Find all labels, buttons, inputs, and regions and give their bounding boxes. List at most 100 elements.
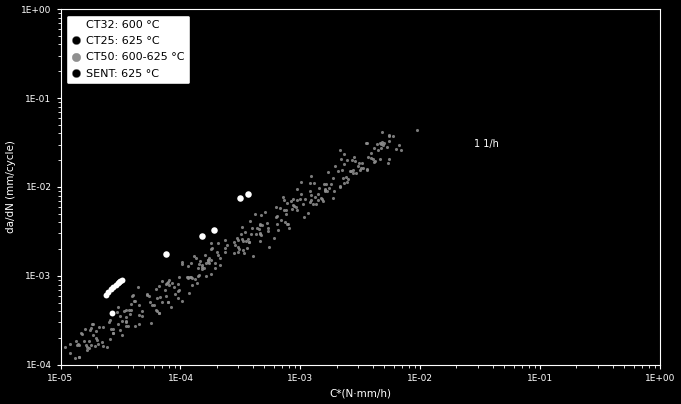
Point [336,167,347,173]
Point [115,278,126,284]
Point [384,133,395,140]
Point [157,299,168,305]
Point [394,141,405,148]
Point [105,326,116,332]
Point [88,332,99,339]
Point [88,321,99,327]
Point [379,140,390,146]
Point [333,168,344,174]
Point [339,180,350,186]
Point [107,329,118,336]
Point [358,165,369,171]
Point [114,327,125,334]
Point [104,317,115,324]
Point [262,228,273,235]
Point [86,321,97,327]
Point [229,239,240,245]
Point [268,234,279,241]
Point [244,238,255,245]
Point [341,157,352,164]
Point [279,197,289,203]
Point [319,186,330,193]
Point [202,257,213,263]
Point [263,224,274,231]
Point [209,259,220,266]
Point [375,145,386,151]
Point [355,165,366,171]
Point [241,238,252,244]
Point [288,203,299,209]
Point [112,321,123,328]
Point [207,245,218,251]
Point [321,187,332,194]
Point [123,322,134,329]
Point [383,160,394,166]
Point [163,277,174,284]
Point [117,332,128,339]
Y-axis label: da/dN (mm/cycle): da/dN (mm/cycle) [5,141,16,234]
Point [220,237,231,243]
Point [306,196,317,203]
Point [287,196,298,202]
Point [318,198,329,204]
Point [121,319,131,326]
Point [177,298,188,304]
Point [239,250,250,256]
Point [292,186,303,192]
Point [185,274,196,280]
Point [205,271,216,277]
Point [314,185,325,191]
Point [347,169,358,176]
Point [206,256,217,263]
Point [79,326,90,332]
Point [166,280,177,286]
Point [281,221,292,227]
Point [76,330,86,336]
Point [272,227,283,233]
Point [147,302,158,308]
Point [205,240,216,246]
Point [64,341,75,347]
Point [113,304,124,310]
Point [383,132,394,138]
Point [129,298,140,305]
Point [144,292,155,299]
Point [235,194,246,201]
Point [133,312,144,319]
Point [255,222,266,228]
Point [296,191,306,198]
Point [187,275,197,281]
Point [176,259,187,265]
Point [173,288,184,295]
Point [343,175,353,182]
Point [362,166,373,173]
Point [246,231,257,237]
Point [412,126,423,133]
Point [194,261,205,267]
Point [161,250,172,257]
Point [284,225,295,231]
Point [337,175,348,182]
Point [338,151,349,157]
Point [255,231,266,237]
Point [279,206,289,213]
Point [347,157,358,163]
Point [315,195,326,202]
Point [101,292,112,299]
Point [74,354,84,360]
Point [186,274,197,280]
Point [108,283,118,290]
Point [369,158,380,165]
Point [291,207,302,214]
Point [112,309,123,316]
Point [204,260,215,267]
Point [360,140,371,146]
Point [101,344,112,351]
Point [206,246,217,252]
Point [112,280,123,286]
Point [357,160,368,166]
Point [157,278,168,284]
Point [154,309,165,316]
Point [375,139,385,146]
Point [84,327,95,333]
